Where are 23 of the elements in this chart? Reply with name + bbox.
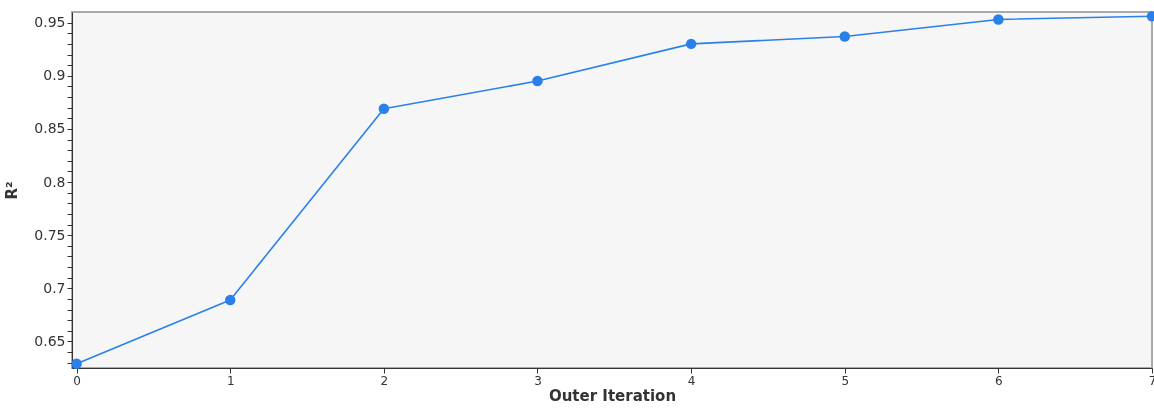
y-tick-label: 0.8 xyxy=(43,173,66,190)
y-axis-title: R² xyxy=(3,181,22,200)
point xyxy=(224,294,236,306)
y-tick-label: 0.65 xyxy=(34,332,66,349)
x-tick-label: 2 xyxy=(380,373,389,388)
x-tick-label: 1 xyxy=(226,373,235,388)
x-tick-label: 4 xyxy=(687,373,696,388)
y-tick-label: 0.75 xyxy=(34,226,66,243)
x-tick-label: 3 xyxy=(534,373,542,388)
x-tick-label: 6 xyxy=(995,373,1003,388)
x-tick-label: 0 xyxy=(73,373,81,388)
y-tick-label: 0.7 xyxy=(43,279,66,296)
point xyxy=(993,14,1004,25)
point xyxy=(532,75,543,87)
point xyxy=(71,358,82,369)
point xyxy=(378,103,390,114)
y-tick-label: 0.9 xyxy=(43,67,66,84)
x-axis-title: Outer Iteration xyxy=(548,386,677,405)
point xyxy=(685,38,697,50)
x-tick-label: 5 xyxy=(841,373,850,388)
point xyxy=(839,31,850,42)
y-tick-label: 0.95 xyxy=(34,14,66,31)
y-tick-label: 0.85 xyxy=(34,120,66,137)
